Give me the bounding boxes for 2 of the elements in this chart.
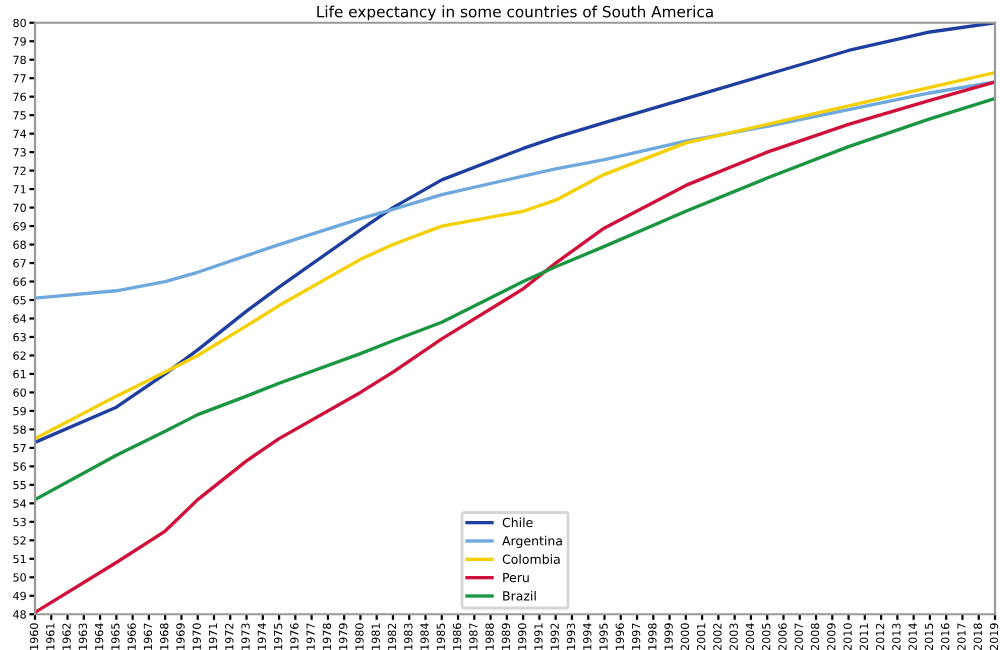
line-series	[35, 96, 995, 502]
line-series	[35, 80, 995, 300]
